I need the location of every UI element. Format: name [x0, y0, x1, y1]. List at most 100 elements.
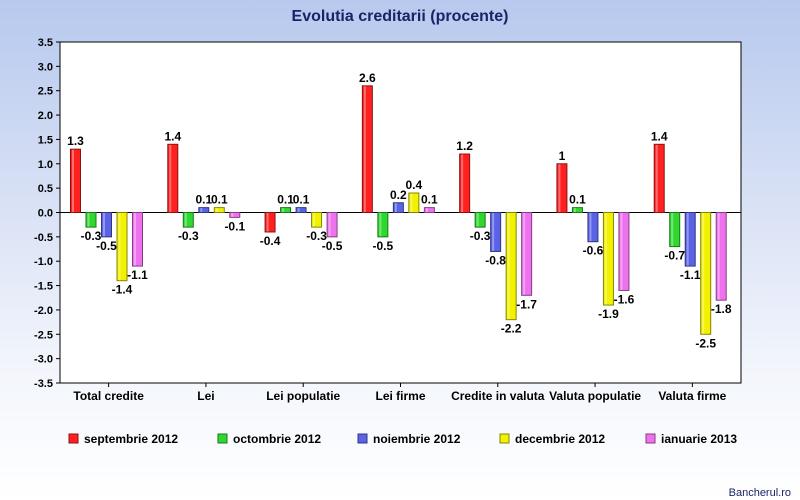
bar-value-label: 0.1 [195, 193, 212, 207]
bar-value-label: -0.3 [470, 229, 491, 243]
legend-swatch [357, 433, 368, 444]
bar [423, 207, 435, 213]
legend-label: septembrie 2012 [84, 432, 178, 446]
bar-value-label: -0.5 [96, 239, 117, 253]
bar-value-label: 1.4 [651, 129, 668, 143]
category-label: Lei [197, 389, 214, 403]
bar [377, 212, 389, 238]
y-tick-label: 3.5 [38, 37, 53, 49]
legend-swatch [499, 433, 510, 444]
bar [618, 212, 630, 291]
bar-highlight [169, 144, 172, 212]
bar-value-label: -1.1 [680, 268, 701, 282]
bar-highlight [425, 208, 428, 212]
bar-highlight [134, 213, 136, 266]
bar-value-label: -2.2 [501, 322, 522, 336]
bar [602, 212, 614, 306]
legend-swatch [68, 433, 79, 444]
bar-value-label: 0.1 [293, 193, 310, 207]
bar [132, 212, 143, 267]
bar [326, 212, 338, 238]
bar-value-label: 1.3 [67, 134, 84, 148]
bar-value-label: 1 [559, 149, 566, 163]
bar [669, 212, 681, 248]
bar-value-label: -1.7 [516, 297, 537, 311]
bar-highlight [604, 213, 607, 305]
bar-value-label: -1.8 [711, 302, 732, 316]
legend-swatch [645, 433, 656, 444]
source-credit: Bancherul.ro [729, 487, 791, 499]
bar-highlight [573, 208, 576, 212]
bar-highlight [266, 213, 269, 232]
legend: septembrie 2012 octombrie 2012 noiembrie 2… [68, 432, 737, 446]
bar [295, 207, 307, 213]
bar-highlight [313, 213, 316, 227]
bar-value-label: -0.1 [224, 219, 245, 233]
bar-value-label: -0.3 [178, 229, 199, 243]
bar-value-label: -0.7 [664, 249, 685, 263]
bar-value-label: -0.3 [306, 229, 327, 243]
bar [474, 212, 486, 228]
bar-value-label: 0.4 [406, 178, 423, 192]
bar-highlight [589, 213, 592, 242]
y-tick-label: -1.5 [34, 281, 53, 293]
y-tick-label: 1.5 [38, 134, 53, 146]
bar [459, 153, 471, 214]
bar-highlight [655, 144, 658, 212]
bar-value-label: 0.2 [390, 188, 407, 202]
category-label: Credite in valuta [451, 389, 545, 403]
bar [213, 207, 225, 213]
category-label: Lei populatie [266, 389, 340, 403]
bar-highlight [200, 208, 203, 212]
bar-value-label: -0.4 [260, 234, 281, 248]
y-tick-label: -2.5 [34, 329, 53, 341]
y-tick-label: 0.0 [38, 208, 53, 220]
bar [70, 148, 81, 214]
bar-highlight [702, 213, 705, 334]
bar-highlight [363, 86, 366, 212]
bar-value-label: -0.8 [485, 253, 506, 267]
y-tick-label: 3.0 [38, 61, 53, 73]
bar-highlight [72, 149, 74, 212]
bar-value-label: -1.6 [614, 292, 635, 306]
bar [280, 207, 292, 213]
bar-highlight [476, 213, 479, 227]
bar-highlight [184, 213, 187, 227]
bar-highlight [87, 213, 90, 227]
bar-value-label: 2.6 [359, 71, 376, 85]
bar [684, 212, 696, 267]
category-label: Valuta populatie [549, 389, 641, 403]
bar-highlight [394, 203, 397, 212]
y-tick-label: -3.5 [34, 378, 53, 390]
category-label: Total credite [73, 389, 144, 403]
bar [229, 212, 241, 218]
chart-title: Evolutia creditarii (procente) [292, 8, 509, 25]
bar-highlight [686, 213, 689, 266]
bar-value-label: -0.5 [322, 239, 343, 253]
y-tick-label: 2.5 [38, 86, 53, 98]
y-tick-label: 2.0 [38, 110, 53, 122]
bar-value-label: -1.9 [598, 307, 619, 321]
y-tick-label: 0.5 [38, 183, 53, 195]
bar-highlight [103, 213, 105, 237]
bar-highlight [492, 213, 495, 251]
bar-highlight [558, 164, 561, 212]
bar-highlight [118, 213, 121, 281]
bar-value-label: -0.3 [81, 229, 102, 243]
bar-value-label: -2.5 [695, 336, 716, 350]
bar [361, 85, 373, 213]
bar [700, 212, 712, 335]
bar [587, 212, 599, 243]
bar-value-label: 0.1 [421, 193, 438, 207]
bar [182, 212, 194, 228]
y-tick-label: 1.0 [38, 159, 53, 171]
bar-highlight [282, 208, 285, 212]
bar-value-label: -1.1 [127, 268, 148, 282]
bar-highlight [461, 154, 464, 212]
bar [653, 143, 665, 213]
bar [521, 212, 533, 296]
bar-highlight [523, 213, 526, 295]
bar-highlight [671, 213, 674, 247]
plot-area: 3.5 3.0 2.5 2.0 1.5 1.0 0.5 0.0 -0.5 -1.0 -1.5 -2.0… [34, 37, 742, 403]
